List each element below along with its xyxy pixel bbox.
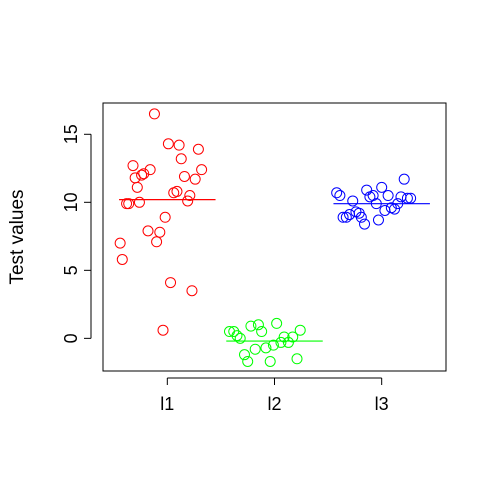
data-point-l1 xyxy=(178,170,190,182)
data-point-l3 xyxy=(370,198,382,210)
y-tick-label: 10 xyxy=(61,192,81,212)
data-point-l3 xyxy=(401,192,413,204)
x-tick-label: l3 xyxy=(375,394,389,414)
data-point-l2 xyxy=(271,317,283,329)
data-point-l3 xyxy=(331,187,343,199)
plot-frame xyxy=(102,102,447,372)
data-point-l1 xyxy=(196,164,208,176)
data-point-l3 xyxy=(382,190,394,202)
y-axis: 0 5 10 15 xyxy=(61,124,92,343)
data-point-l2 xyxy=(256,326,268,338)
data-point-l2 xyxy=(228,326,240,338)
data-point-l1 xyxy=(127,160,139,172)
data-point-l2 xyxy=(267,339,279,351)
data-point-l1 xyxy=(136,169,148,181)
data-point-l2 xyxy=(242,355,254,367)
data-point-l1 xyxy=(159,211,171,223)
data-point-l3 xyxy=(405,192,417,204)
data-point-l3 xyxy=(372,214,384,226)
data-point-l1 xyxy=(133,196,145,208)
data-point-l2 xyxy=(291,353,303,365)
data-point-l1 xyxy=(151,236,163,248)
data-point-l3 xyxy=(340,211,352,223)
data-point-l1 xyxy=(148,108,160,120)
data-point-l2 xyxy=(234,332,246,344)
data-point-l1 xyxy=(184,190,196,202)
data-point-l3 xyxy=(359,218,371,230)
data-point-l1 xyxy=(189,173,201,185)
data-point-l1 xyxy=(114,237,126,249)
data-point-l3 xyxy=(361,184,373,196)
data-point-l2 xyxy=(249,343,261,355)
data-point-l1 xyxy=(157,324,169,336)
y-axis-label: Test values xyxy=(7,189,28,284)
data-point-l1 xyxy=(142,225,154,237)
data-point-l2 xyxy=(260,342,272,354)
data-point-l2 xyxy=(231,330,243,342)
data-point-l1 xyxy=(154,226,166,238)
data-point-l1 xyxy=(138,168,150,180)
data-point-l3 xyxy=(398,173,410,185)
y-tick-label: 5 xyxy=(61,265,81,275)
data-point-l2 xyxy=(294,324,306,336)
data-point-l3 xyxy=(389,203,401,215)
data-point-l1 xyxy=(182,195,194,207)
data-point-l3 xyxy=(337,211,349,223)
y-tick-label: 15 xyxy=(61,124,81,144)
data-point-l3 xyxy=(392,198,404,210)
data-point-l1 xyxy=(186,285,198,297)
data-point-l2 xyxy=(287,331,299,343)
data-point-l1 xyxy=(165,277,177,289)
data-point-l3 xyxy=(347,195,359,207)
x-axis: l1 l2 l3 xyxy=(160,377,389,414)
data-point-l2 xyxy=(264,355,276,367)
data-point-l2 xyxy=(245,320,257,332)
x-tick-label: l2 xyxy=(267,394,281,414)
data-point-l1 xyxy=(171,185,183,197)
data-point-l1 xyxy=(162,138,174,150)
data-point-l3 xyxy=(334,190,346,202)
data-point-l1 xyxy=(192,143,204,155)
y-tick-label: 0 xyxy=(61,333,81,343)
data-point-l1 xyxy=(173,139,185,151)
data-point-l3 xyxy=(376,181,388,193)
data-point-l2 xyxy=(238,349,250,361)
data-points xyxy=(114,108,417,367)
data-point-l1 xyxy=(144,164,156,176)
data-point-l1 xyxy=(123,198,135,210)
data-point-l1 xyxy=(131,181,143,193)
data-point-l1 xyxy=(116,253,128,265)
data-point-l2 xyxy=(275,336,287,348)
data-point-l2 xyxy=(252,319,264,331)
data-point-l3 xyxy=(355,211,367,223)
x-tick-label: l1 xyxy=(160,394,174,414)
data-point-l1 xyxy=(175,153,187,165)
